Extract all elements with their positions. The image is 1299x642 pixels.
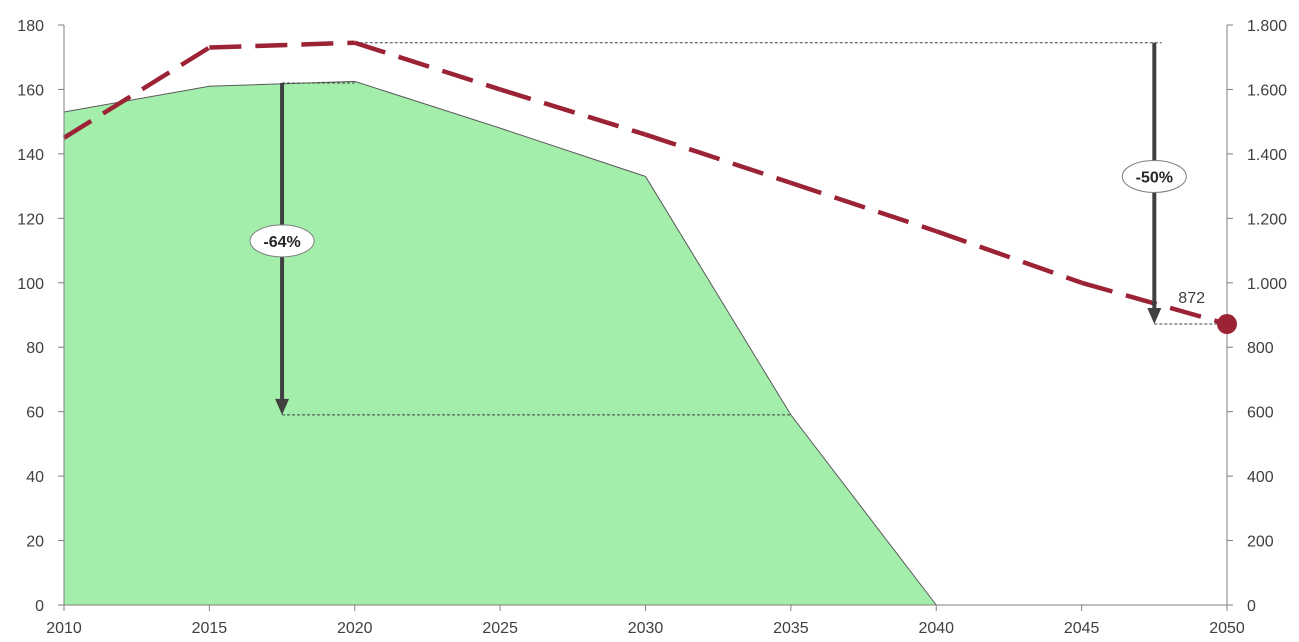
y-left-tick-label: 140 [17,147,44,164]
line-segment [354,40,501,92]
y-left-tick-label: 0 [35,598,44,615]
area-layer [63,80,937,606]
y-right-tick-label: 600 [1247,405,1274,422]
line-segment [62,45,211,140]
x-tick-label: 2010 [46,620,82,637]
area-outline [63,80,937,606]
annotation-arrow-head [275,398,290,415]
y-right-tick-label: 1.400 [1247,147,1287,164]
axes: 2010 2015 2020 2025 2030 2035 2040 2045 20500204… [17,18,1287,637]
line-segment [935,229,1083,285]
y-left-tick-label: 20 [26,534,44,551]
annotation-bubble [249,224,315,258]
x-tick-label: 2030 [628,620,664,637]
x-tick-label: 2050 [1209,620,1245,637]
x-tick-label: 2035 [773,620,809,637]
annotation-arrows: -64% -50% [249,42,1187,415]
y-right-tick-label: 1.200 [1247,211,1287,228]
y-right-tick-label: 400 [1247,469,1274,486]
end-value-label: 872 [1178,290,1205,307]
x-tick-label: 2025 [482,620,518,637]
y-left-tick-label: 60 [26,405,44,422]
y-left-tick-label: 120 [17,211,44,228]
y-right-tick-label: 1.000 [1247,276,1287,293]
labels: 872 [1178,290,1237,335]
annotation-bubble [1121,159,1187,193]
end-marker [1217,314,1237,335]
annotation-arrow-head [1147,308,1162,325]
reference-lines [282,42,1227,416]
annotation-label: -50% [1136,169,1173,186]
line-segment [499,87,647,137]
x-tick-label: 2045 [1064,620,1100,637]
x-tick-label: 2020 [337,620,373,637]
y-right-tick-label: 800 [1247,340,1274,357]
y-right-tick-label: 0 [1247,598,1256,615]
y-left-tick-label: 80 [26,340,44,357]
line-segment [644,132,792,186]
area-fill [64,81,937,605]
annotation-label: -64% [263,234,300,251]
y-right-tick-label: 200 [1247,534,1274,551]
x-tick-label: 2015 [192,620,228,637]
y-right-tick-label: 1.800 [1247,18,1287,35]
line-segment [790,180,937,234]
y-right-tick-label: 1.600 [1247,82,1287,99]
y-left-tick-label: 40 [26,469,44,486]
y-left-tick-label: 180 [17,18,44,35]
line-segment [209,40,355,50]
y-left-tick-label: 100 [17,276,44,293]
y-left-tick-label: 160 [17,82,44,99]
x-tick-label: 2040 [918,620,954,637]
